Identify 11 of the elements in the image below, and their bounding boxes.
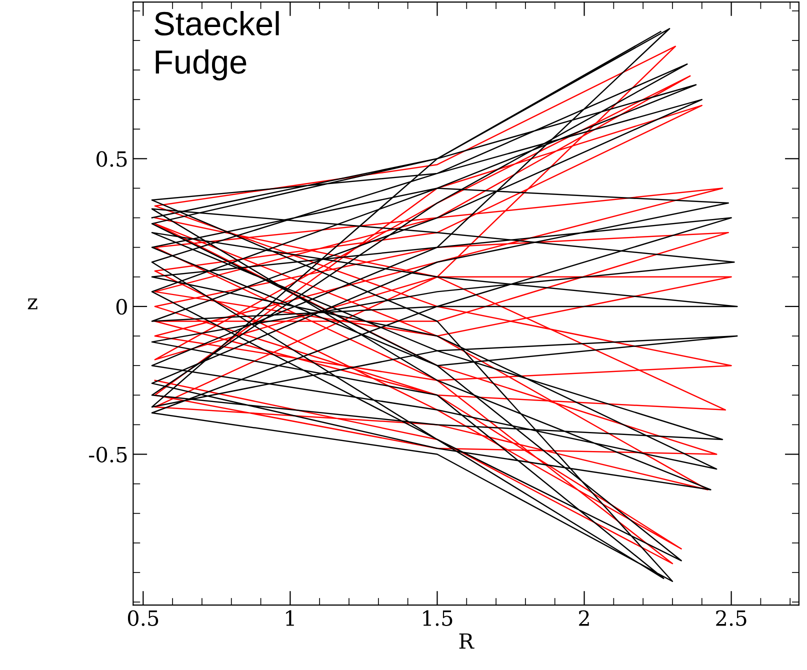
x-tick-label: 0.5 xyxy=(128,610,158,626)
x-tick-label: 2 xyxy=(579,610,589,626)
x-axis-title: R xyxy=(459,633,474,649)
y-tick-label: 0 xyxy=(116,298,127,315)
y-tick-label: -0.5 xyxy=(89,446,127,462)
annotation: Staeckel Fudge xyxy=(154,11,279,80)
y-axis-title: z xyxy=(28,298,38,310)
x-tick-label: 2.5 xyxy=(716,610,746,626)
x-tick-label: 1.5 xyxy=(423,610,452,626)
y-tick-label: 0.5 xyxy=(96,151,127,167)
x-tick-label: 1 xyxy=(286,610,294,626)
